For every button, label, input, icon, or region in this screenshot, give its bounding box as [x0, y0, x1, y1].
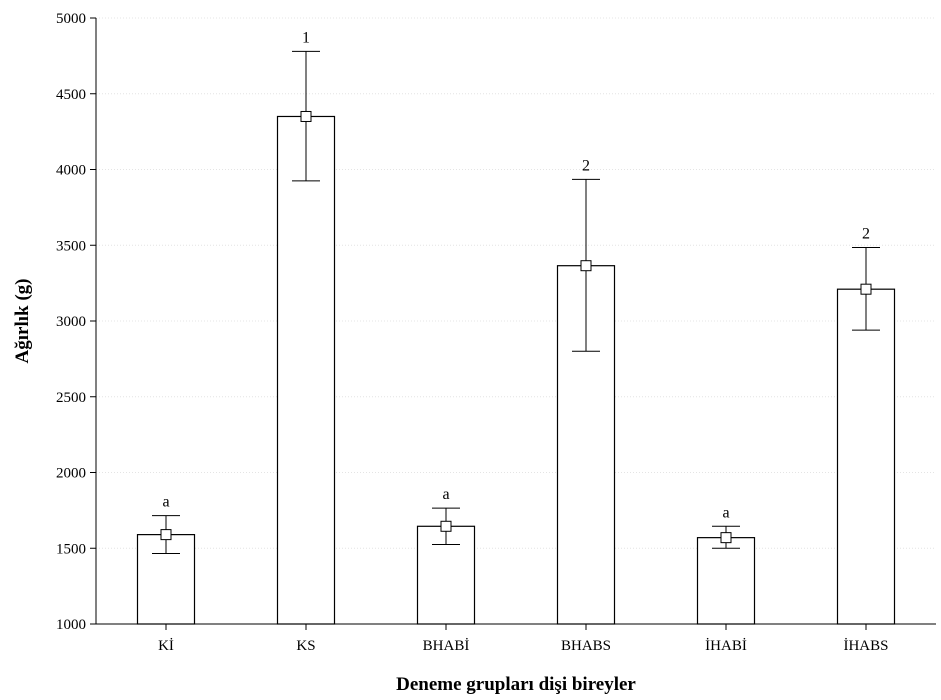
significance-label: 2 — [862, 226, 870, 243]
x-tick-label: BHABS — [561, 638, 611, 654]
grid-lines — [96, 17, 936, 549]
bar — [696, 537, 756, 625]
bar — [836, 288, 896, 625]
x-tick-label: İHABS — [843, 638, 888, 654]
significance-label: 2 — [582, 157, 590, 174]
x-axis-title: Deneme grupları dişi bireyler — [396, 674, 636, 695]
significance-label: a — [442, 486, 449, 503]
mean-marker — [720, 532, 732, 544]
y-tick-label: 1000 — [56, 617, 86, 633]
significance-labels: a 1 a 2 a 2 — [162, 29, 870, 521]
mean-marker — [860, 283, 872, 295]
x-tick-label: İHABİ — [705, 638, 747, 654]
bars — [136, 115, 896, 625]
mean-marker — [580, 260, 592, 272]
y-axis-title: Ağırlık (g) — [12, 279, 33, 364]
bar — [276, 115, 336, 625]
x-tick-label: Kİ — [158, 638, 174, 654]
y-tick-label: 3000 — [56, 314, 86, 330]
error-bars — [152, 50, 880, 555]
mean-markers — [160, 110, 872, 544]
y-tick-label: 3500 — [56, 238, 86, 254]
mean-marker — [160, 529, 172, 541]
x-axis-ticks: Kİ KS BHABİ BHABS İHABİ İHABS — [158, 624, 889, 654]
y-tick-label: 5000 — [56, 11, 86, 27]
mean-marker — [300, 110, 312, 122]
y-tick-label: 1500 — [56, 541, 86, 557]
y-tick-label: 2000 — [56, 466, 86, 482]
significance-label: a — [162, 494, 169, 511]
significance-label: a — [722, 504, 729, 521]
x-tick-label: KS — [296, 638, 315, 654]
mean-marker — [440, 520, 452, 532]
y-axis-ticks: 1000 1500 2000 2500 3000 3500 4000 4500 5000 — [56, 11, 96, 633]
significance-label: 1 — [302, 29, 310, 46]
y-tick-label: 4500 — [56, 87, 86, 103]
y-tick-label: 2500 — [56, 390, 86, 406]
x-tick-label: BHABİ — [423, 638, 470, 654]
y-tick-label: 4000 — [56, 163, 86, 179]
